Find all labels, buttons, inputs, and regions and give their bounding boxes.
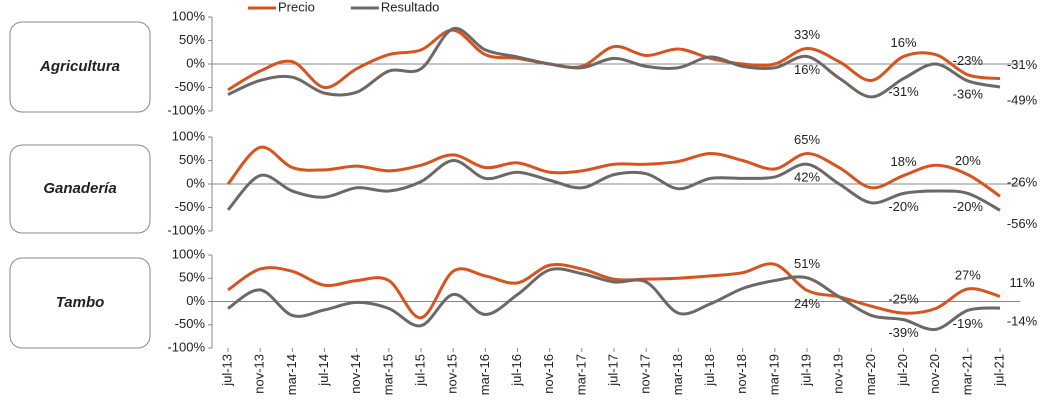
x-tick-label: nov-20 — [927, 354, 942, 394]
x-tick-label: mar-17 — [573, 354, 588, 395]
x-tick-label: nov-14 — [348, 354, 363, 394]
x-tick-label: jul-18 — [702, 354, 717, 387]
line-series — [227, 28, 1001, 92]
x-tick-label: nov-17 — [638, 354, 653, 394]
panel-title: Tambo — [56, 294, 105, 311]
panel-title: Ganadería — [43, 180, 116, 197]
x-tick-label: nov-19 — [831, 354, 846, 394]
x-tick-label: mar-19 — [766, 354, 781, 395]
value-label: 42% — [794, 170, 820, 185]
x-tick-label: jul-19 — [798, 354, 813, 387]
value-label: -26% — [1007, 175, 1038, 190]
value-label: -23% — [953, 53, 984, 68]
y-tick-label: 100% — [172, 128, 206, 143]
value-label: 16% — [794, 62, 820, 77]
x-tick-label: mar-18 — [670, 354, 685, 395]
x-tick-label: mar-20 — [863, 354, 878, 395]
y-tick-label: -50% — [175, 79, 206, 94]
x-tick-label: mar-15 — [380, 354, 395, 395]
value-label: 11% — [1009, 275, 1034, 290]
value-label: 27% — [955, 267, 981, 282]
y-tick-label: 100% — [172, 246, 206, 261]
x-tick-label: nov-13 — [252, 354, 267, 394]
line-series — [227, 267, 1001, 332]
y-tick-label: -100% — [167, 222, 205, 237]
value-label: 18% — [890, 154, 916, 169]
panel-title: Agricultura — [39, 58, 120, 75]
value-label: -31% — [1007, 57, 1038, 72]
legend-label: Resultado — [381, 0, 440, 14]
line-series — [227, 27, 1001, 99]
y-tick-label: 50% — [179, 152, 205, 167]
x-tick-label: nov-18 — [734, 354, 749, 394]
value-label: -20% — [888, 199, 919, 214]
x-tick-label: jul-20 — [895, 354, 910, 387]
x-tick-label: nov-15 — [445, 354, 460, 394]
value-label: -39% — [888, 325, 919, 340]
y-tick-label: 0% — [186, 293, 205, 308]
x-tick-label: mar-16 — [477, 354, 492, 395]
y-tick-label: 0% — [186, 55, 205, 70]
x-tick-label: nov-16 — [541, 354, 556, 394]
y-tick-label: -100% — [167, 339, 205, 354]
y-tick-label: -50% — [175, 199, 206, 214]
value-label: 24% — [794, 296, 820, 311]
x-tick-label: mar-14 — [284, 354, 299, 395]
x-tick-label: jul-15 — [412, 354, 427, 387]
panel-box — [9, 144, 151, 234]
x-tick-label: jul-21 — [991, 354, 1006, 387]
y-tick-label: 50% — [179, 270, 205, 285]
panel-box — [9, 257, 151, 349]
value-label: 33% — [794, 27, 820, 42]
y-tick-label: -100% — [167, 102, 205, 117]
value-label: -14% — [1007, 313, 1038, 328]
x-tick-label: jul-13 — [219, 354, 234, 387]
line-series — [227, 262, 1001, 320]
line-series — [226, 145, 1001, 198]
value-label: -36% — [953, 86, 984, 101]
line-series — [226, 159, 1001, 212]
y-tick-label: 100% — [172, 8, 206, 23]
value-label: -19% — [953, 316, 984, 331]
value-label: 51% — [794, 256, 820, 271]
x-tick-label: jul-17 — [605, 354, 620, 387]
value-label: 16% — [890, 35, 916, 50]
x-tick-label: jul-16 — [509, 354, 524, 387]
value-label: -20% — [953, 199, 984, 214]
value-label: -49% — [1007, 92, 1038, 107]
x-tick-label: jul-14 — [316, 354, 331, 387]
legend-label: Precio — [278, 0, 315, 14]
value-label: -31% — [888, 84, 919, 99]
value-label: 65% — [794, 132, 820, 147]
value-label: -56% — [1007, 216, 1038, 231]
y-tick-label: 0% — [186, 175, 205, 190]
value-label: -25% — [888, 292, 919, 307]
x-tick-label: mar-21 — [959, 354, 974, 395]
value-label: 20% — [955, 153, 981, 168]
y-tick-label: -50% — [175, 316, 206, 331]
panel-box — [9, 21, 151, 113]
y-tick-label: 50% — [179, 32, 205, 47]
